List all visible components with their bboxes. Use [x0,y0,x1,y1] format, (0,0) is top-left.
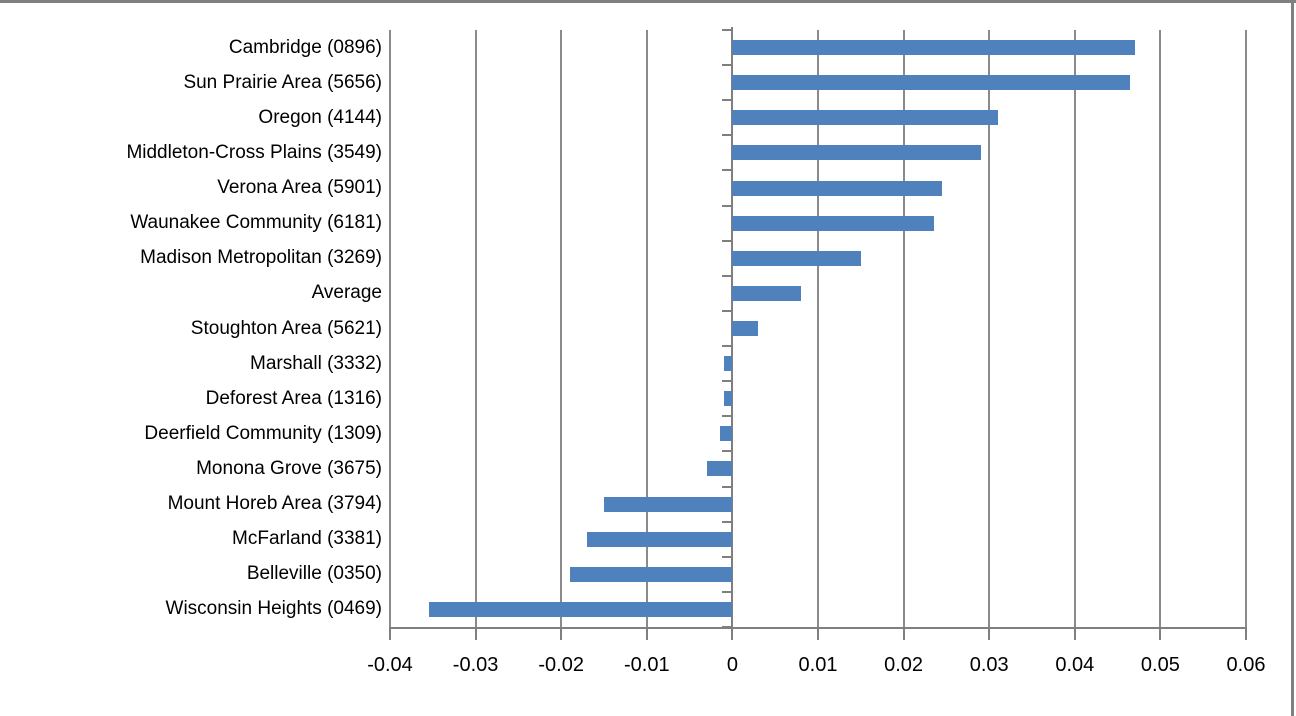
gridline [389,30,391,627]
bar-10 [723,391,733,407]
category-label: Mount Horeb Area (3794) [167,493,382,515]
gridline [1245,30,1247,627]
y-axis-tick [722,309,732,312]
bar-4 [732,180,943,196]
x-axis-tick [731,627,734,640]
category-label: Stoughton Area (5621) [190,317,382,339]
x-tick-label: 0.04 [1055,654,1095,676]
x-axis-tick [645,627,648,640]
category-label: Oregon (4144) [258,106,382,128]
x-tick-label: -0.02 [538,654,584,676]
bar-1 [732,75,1131,91]
y-axis-tick [722,450,732,453]
y-axis-tick [722,169,732,172]
gridline [560,30,563,627]
bar-9 [723,356,733,372]
gridline [645,30,648,627]
chart-border-right [1291,0,1294,716]
gridline [1159,30,1162,627]
category-label: Monona Grove (3675) [196,457,382,479]
x-axis-tick [988,627,991,640]
bar-5 [732,215,934,231]
category-label: Wisconsin Heights (0469) [165,598,382,620]
y-axis-tick [722,64,732,67]
y-axis-tick [722,239,732,242]
y-axis-tick [722,520,732,523]
bar-16 [428,601,733,617]
x-tick-label: 0.03 [969,654,1009,676]
x-axis-tick [474,627,477,640]
x-tick-label: 0.05 [1140,654,1180,676]
y-axis-tick [722,204,732,207]
bar-12 [706,461,733,477]
category-label: Middleton-Cross Plains (3549) [126,141,382,163]
x-tick-label: -0.04 [367,654,413,676]
bar-11 [719,426,733,442]
category-label: Average [311,282,382,304]
x-tick-label: 0 [726,654,738,676]
x-tick-label: 0.01 [798,654,838,676]
bar-13 [604,496,733,512]
category-label: Sun Prairie Area (5656) [183,71,382,93]
y-axis-tick [722,134,732,137]
chart-border-top [0,0,1296,3]
category-label: Cambridge (0896) [228,36,382,58]
y-axis-tick [722,29,732,31]
bar-14 [586,531,733,547]
bar-6 [732,250,861,266]
category-label: Verona Area (5901) [217,177,382,199]
x-tick-label: 0.06 [1226,654,1266,676]
category-label: Waunakee Community (6181) [130,212,382,234]
x-axis-tick [1073,627,1076,640]
category-label: Deerfield Community (1309) [144,422,382,444]
x-axis-tick [560,627,563,640]
x-axis-tick [1245,627,1247,640]
gridline [1073,30,1076,627]
y-axis-tick [722,274,732,277]
x-tick-label: -0.01 [624,654,670,676]
x-axis-tick [389,627,391,640]
bar-3 [732,145,981,161]
x-axis-tick [817,627,819,640]
bar-8 [732,321,759,336]
category-label: Belleville (0350) [246,563,382,585]
bar-0 [732,40,1135,56]
bar-7 [732,285,801,301]
y-axis-tick [722,555,732,558]
y-axis-tick [722,485,732,488]
y-axis-tick [722,99,732,102]
x-tick-label: -0.03 [452,654,499,676]
gridline [817,30,819,627]
y-axis-tick [722,345,732,348]
x-tick-label: 0.02 [884,654,924,676]
category-label: Madison Metropolitan (3269) [140,247,382,269]
category-label: Marshall (3332) [250,352,382,374]
x-axis-tick [1159,627,1162,640]
category-label: Deforest Area (1316) [205,387,382,409]
gridline [474,30,477,627]
y-axis-tick [722,415,732,418]
y-axis-tick [722,590,732,593]
bar-2 [732,110,998,126]
y-axis-tick [722,380,732,383]
bar-15 [569,566,733,582]
y-axis-tick [722,626,732,628]
category-label: McFarland (3381) [232,528,382,550]
gridline [902,30,905,627]
gridline [988,30,991,627]
x-axis-tick [902,627,905,640]
